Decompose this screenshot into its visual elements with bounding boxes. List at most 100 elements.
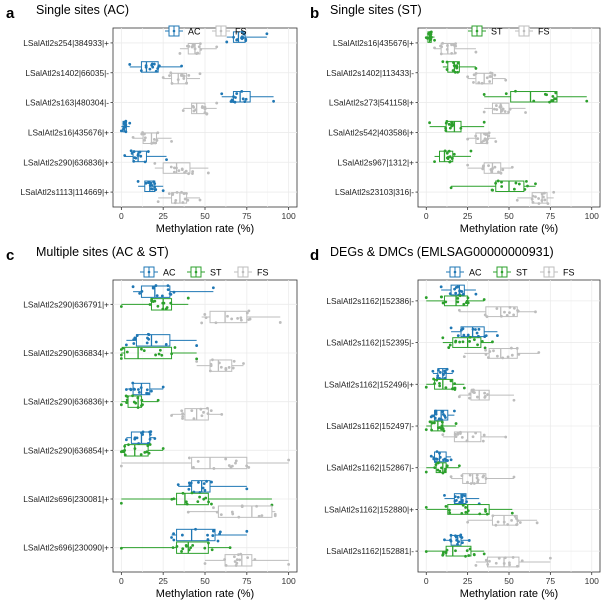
data-point xyxy=(210,548,214,552)
box-ST-5 xyxy=(119,541,232,554)
box xyxy=(495,180,525,193)
data-point xyxy=(454,42,458,46)
data-point xyxy=(441,41,444,45)
data-point xyxy=(186,44,189,48)
data-point xyxy=(143,450,147,454)
data-point xyxy=(466,520,470,524)
box-ST-2 xyxy=(424,377,466,391)
data-point xyxy=(182,192,186,196)
data-point xyxy=(439,285,443,289)
data-point xyxy=(431,414,435,418)
data-point xyxy=(133,387,136,391)
data-point xyxy=(456,334,460,337)
data-point xyxy=(442,429,446,433)
data-point xyxy=(144,181,148,185)
data-point xyxy=(430,421,434,425)
box xyxy=(445,120,462,133)
data-point xyxy=(128,63,132,66)
data-point xyxy=(453,388,457,391)
data-point xyxy=(124,343,128,347)
data-point xyxy=(466,75,470,79)
x-tick-label: 50 xyxy=(200,576,210,586)
x-tick-label: 25 xyxy=(463,211,473,221)
data-point xyxy=(137,390,141,394)
data-point xyxy=(467,539,471,542)
data-point xyxy=(434,463,438,467)
data-point xyxy=(228,546,232,550)
data-point xyxy=(537,351,541,354)
data-point xyxy=(445,548,449,552)
data-point xyxy=(195,52,199,56)
data-point xyxy=(180,550,183,553)
data-point xyxy=(212,529,215,533)
box-FS-1 xyxy=(161,71,202,85)
data-point xyxy=(477,327,481,331)
data-point xyxy=(167,192,171,196)
data-point xyxy=(512,398,516,402)
data-point xyxy=(427,32,430,36)
data-point xyxy=(488,350,492,353)
data-point xyxy=(176,483,180,487)
data-point xyxy=(430,428,433,432)
data-point xyxy=(130,151,134,155)
data-point xyxy=(173,166,176,170)
data-point xyxy=(482,552,486,556)
data-point xyxy=(123,444,127,448)
data-point xyxy=(191,104,195,108)
data-point xyxy=(466,163,470,167)
data-point xyxy=(148,67,152,71)
data-point xyxy=(458,289,461,293)
data-point xyxy=(172,497,176,501)
data-point xyxy=(437,417,441,421)
data-point xyxy=(545,93,548,97)
data-point xyxy=(471,435,475,439)
box-FS-5 xyxy=(466,514,539,527)
y-tick-label: LSalAtl2s1162|152867|- xyxy=(326,463,414,473)
data-point xyxy=(234,459,238,463)
data-point xyxy=(436,374,440,378)
data-point xyxy=(474,431,478,435)
box xyxy=(150,298,173,311)
data-point xyxy=(245,311,249,315)
data-point xyxy=(499,104,503,107)
data-point xyxy=(440,418,444,422)
data-point xyxy=(441,410,445,414)
data-point xyxy=(161,307,165,311)
data-point xyxy=(514,181,518,185)
data-point xyxy=(453,70,457,74)
data-point xyxy=(143,132,146,136)
box-AC-4 xyxy=(429,450,453,464)
data-point xyxy=(181,415,185,418)
data-point xyxy=(195,357,199,361)
data-point xyxy=(434,410,438,414)
data-point xyxy=(436,376,439,380)
data-point xyxy=(458,340,462,344)
data-point xyxy=(523,187,527,191)
data-point xyxy=(199,47,203,51)
data-point xyxy=(156,131,160,135)
data-point xyxy=(246,556,250,560)
box-FS-0 xyxy=(433,41,478,56)
data-point xyxy=(148,184,152,188)
data-point xyxy=(119,450,123,454)
data-point xyxy=(485,141,489,145)
data-point xyxy=(175,545,179,548)
data-point xyxy=(186,510,190,514)
data-point xyxy=(484,558,488,562)
data-point xyxy=(460,511,464,515)
data-point xyxy=(189,481,193,485)
box-FS-5 xyxy=(156,190,202,205)
data-point xyxy=(452,61,455,64)
data-point xyxy=(205,479,208,483)
data-point xyxy=(446,459,449,462)
data-point xyxy=(147,451,151,455)
x-tick-label: 50 xyxy=(504,211,514,221)
data-point xyxy=(203,313,207,316)
data-point xyxy=(461,503,465,507)
data-point xyxy=(201,486,205,490)
data-point xyxy=(245,487,249,491)
data-point xyxy=(443,469,447,473)
data-point xyxy=(196,500,200,504)
data-point xyxy=(499,171,503,175)
